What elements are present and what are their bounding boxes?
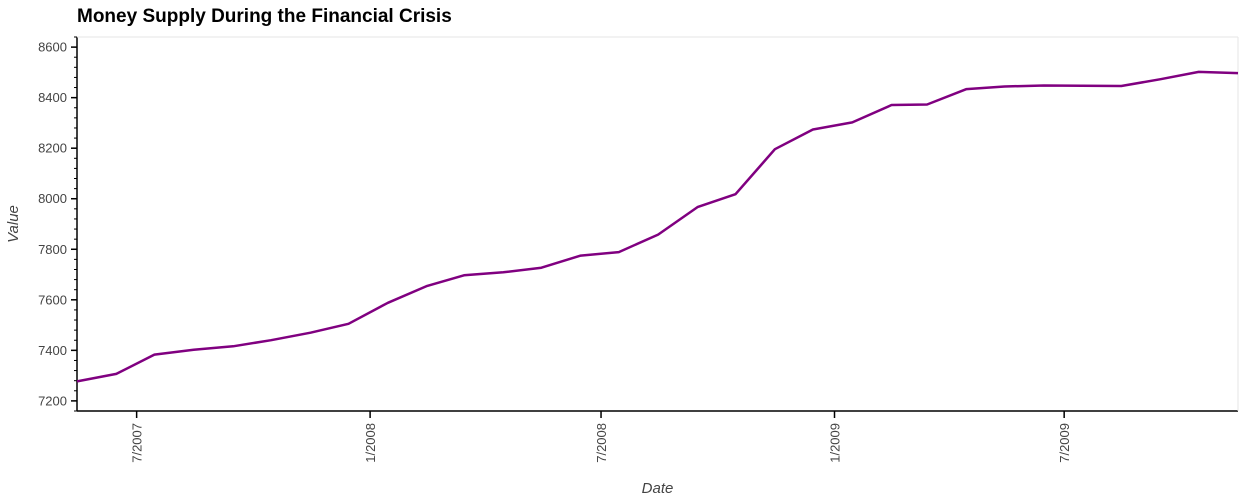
x-tick-label: 1/2009 bbox=[828, 423, 843, 463]
y-tick-label: 7400 bbox=[38, 343, 67, 358]
y-tick-label: 7600 bbox=[38, 292, 67, 307]
y-tick-label: 8200 bbox=[38, 141, 67, 156]
y-tick-label: 8600 bbox=[38, 40, 67, 55]
x-axis-label: Date bbox=[642, 480, 674, 497]
y-axis-ticks: 7200 7400 7600 7800 8000 8200 8400 8600 bbox=[38, 36, 77, 412]
x-tick-label: 7/2008 bbox=[594, 423, 609, 463]
y-tick-label: 7200 bbox=[38, 393, 67, 408]
x-axis-ticks: 7/2007 1/2008 7/2008 1/2009 7/2009 bbox=[130, 411, 1072, 463]
y-tick-label: 7800 bbox=[38, 242, 67, 257]
y-tick-label: 8000 bbox=[38, 191, 67, 206]
x-tick-label: 7/2007 bbox=[130, 423, 145, 463]
x-tick-label: 1/2008 bbox=[363, 423, 378, 463]
y-tick-label: 8400 bbox=[38, 90, 67, 105]
y-axis-label: Value bbox=[5, 205, 22, 243]
chart-title: Money Supply During the Financial Crisis bbox=[77, 6, 452, 27]
money-supply-line bbox=[76, 70, 1239, 383]
x-tick-label: 7/2009 bbox=[1057, 423, 1072, 463]
